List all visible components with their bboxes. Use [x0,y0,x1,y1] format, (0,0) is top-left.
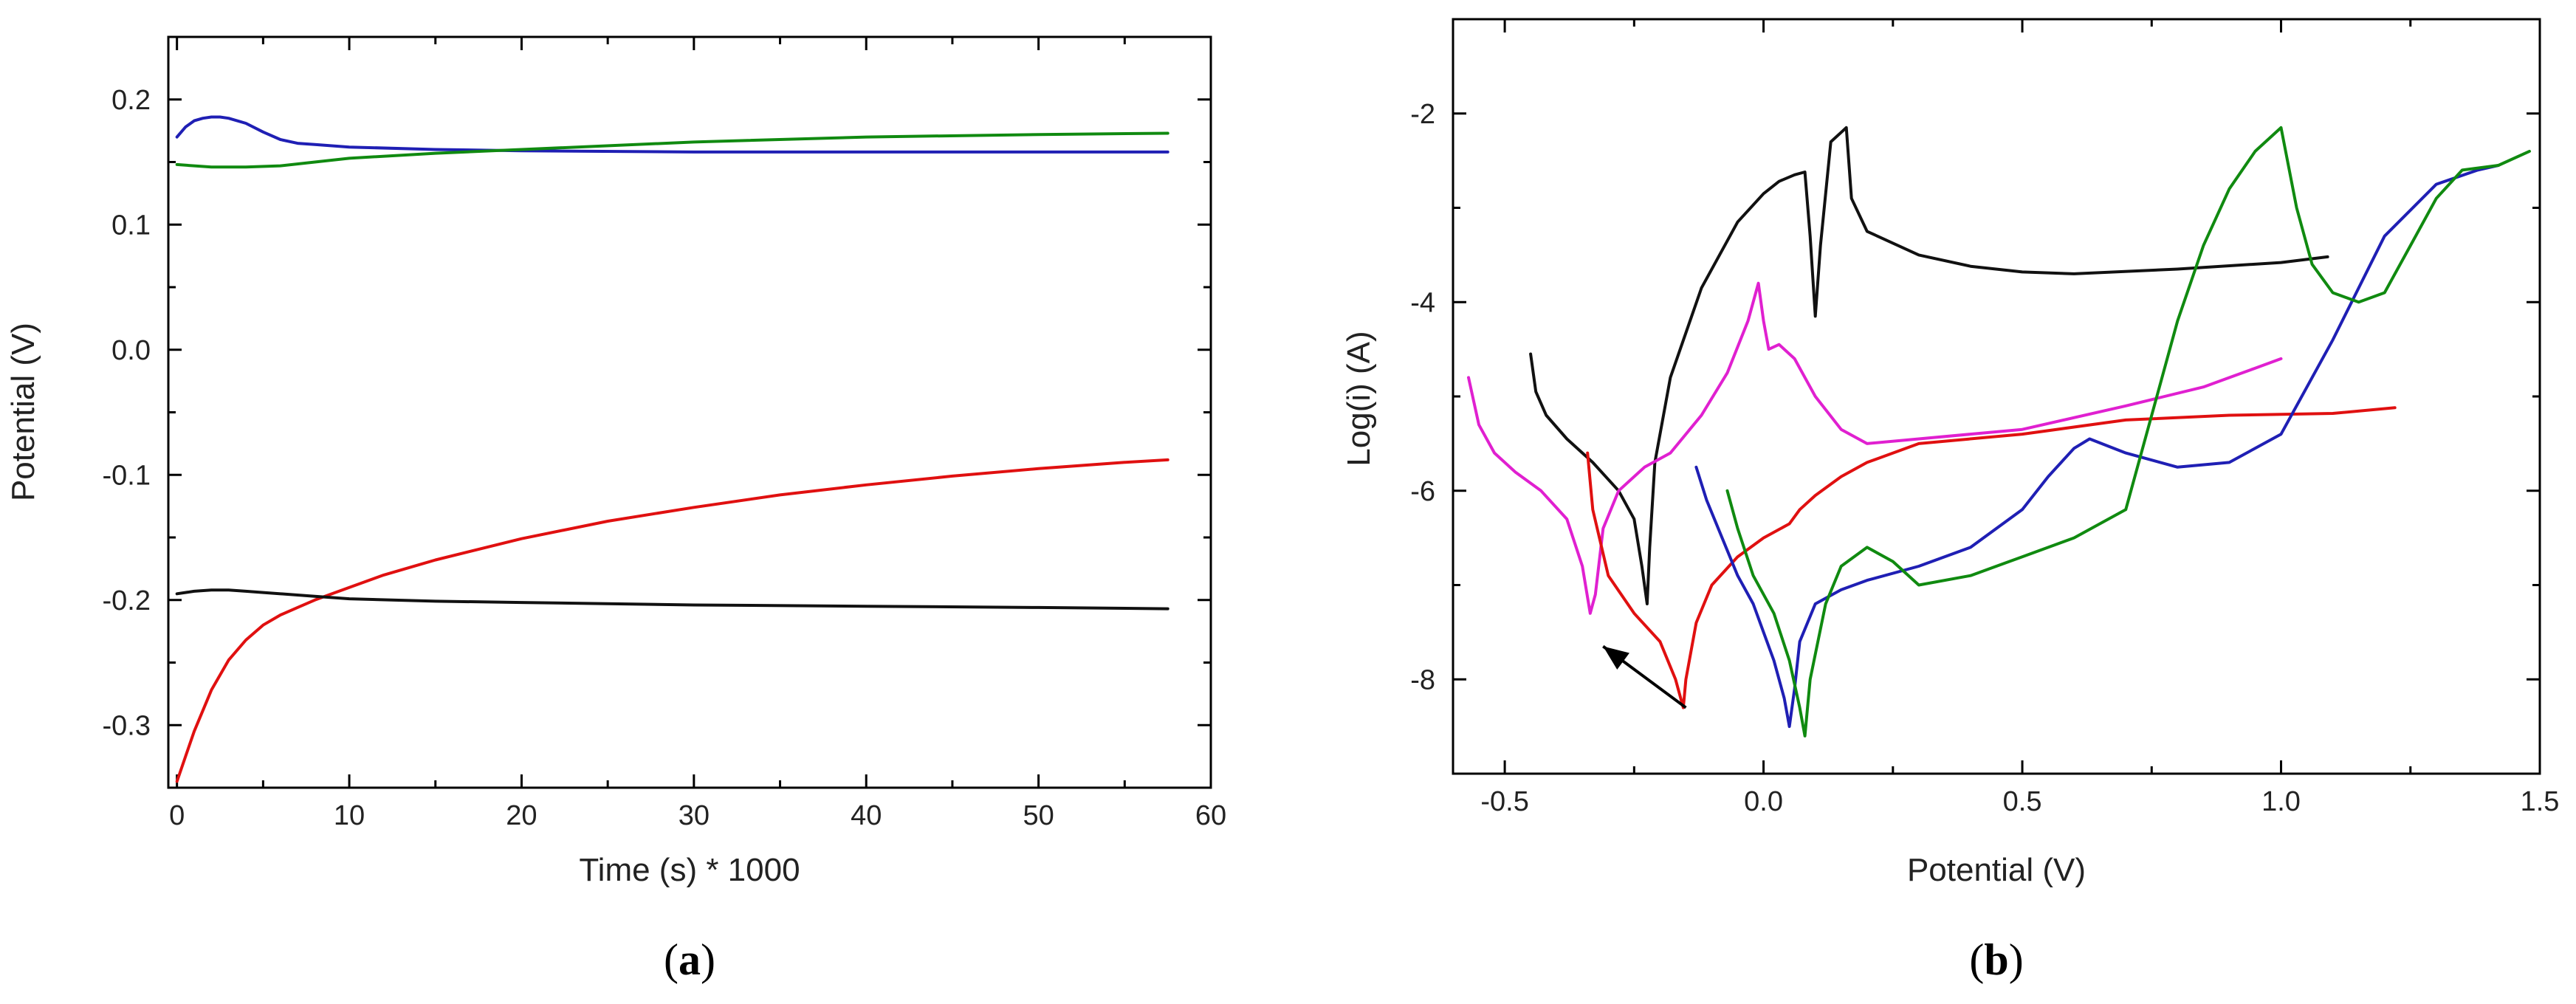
y-tick-label: 0.1 [111,210,151,241]
tick-group-b: -0.5 0.0 0.5 1.0 1.5 -8 -6 -4 -2 [1410,19,2559,817]
y-tick-label: -8 [1410,664,1435,695]
y-axis-title-a: Potential (V) [5,323,41,501]
panel-letter-b: b [1984,935,2008,984]
series-line-blue [175,115,1169,154]
panel-label-b: (b) [1969,935,2023,984]
x-tick-label: 1.5 [2521,786,2560,817]
tick-group-a: 0 10 20 30 40 50 60 -0.3 -0.2 -0.1 0.0 0.1 0.2 [103,37,1226,831]
y-tick-label: -0.1 [103,460,151,491]
y-tick-label: -4 [1410,287,1435,318]
panel-label-a: (a) [664,935,715,984]
series-line-blue [1694,164,2500,729]
series-line-red [1586,406,2397,709]
series-line-green [175,131,1169,169]
y-tick-label: -6 [1410,476,1435,507]
y-axis-title-b: Log(i) (A) [1341,331,1377,466]
x-tick-label: 1.0 [2261,786,2301,817]
chart-panel-a: 0 10 20 30 40 50 60 -0.3 -0.2 -0.1 0.0 0.1 0.2 Time … [5,35,1226,984]
chart-panel-b: -0.5 0.0 0.5 1.0 1.5 -8 -6 -4 -2 Potential (V) L… [1341,18,2559,984]
series-group-a [175,115,1169,783]
y-tick-label: -0.2 [103,585,151,616]
x-tick-label: 50 [1023,800,1054,831]
x-tick-label: -0.5 [1480,786,1528,817]
series-line-green [1725,126,2531,737]
x-tick-label: 20 [506,800,537,831]
x-tick-label: 40 [851,800,882,831]
plot-frame-a [167,35,1212,789]
y-tick-label: 0.2 [111,85,151,116]
y-tick-label: -0.3 [103,710,151,741]
series-group-b [1467,126,2531,737]
x-tick-label: 60 [1195,800,1226,831]
panel-letter-a: a [679,935,701,984]
annotation-arrow [1602,644,1687,709]
x-tick-label: 0.5 [2003,786,2042,817]
x-tick-label: 30 [679,800,710,831]
x-axis-title-a: Time (s) * 1000 [579,852,800,888]
series-line-black [1529,126,2329,605]
series-line-magenta [1467,281,2283,615]
x-tick-label: 0 [169,800,185,831]
y-tick-label: -2 [1410,99,1435,130]
x-tick-label: 0.0 [1744,786,1783,817]
y-tick-label: 0.0 [111,335,151,366]
arrow-head [1603,646,1629,670]
series-line-black [175,588,1169,611]
x-axis-title-b: Potential (V) [1907,852,2086,888]
x-tick-label: 10 [334,800,365,831]
series-line-red [175,458,1169,783]
